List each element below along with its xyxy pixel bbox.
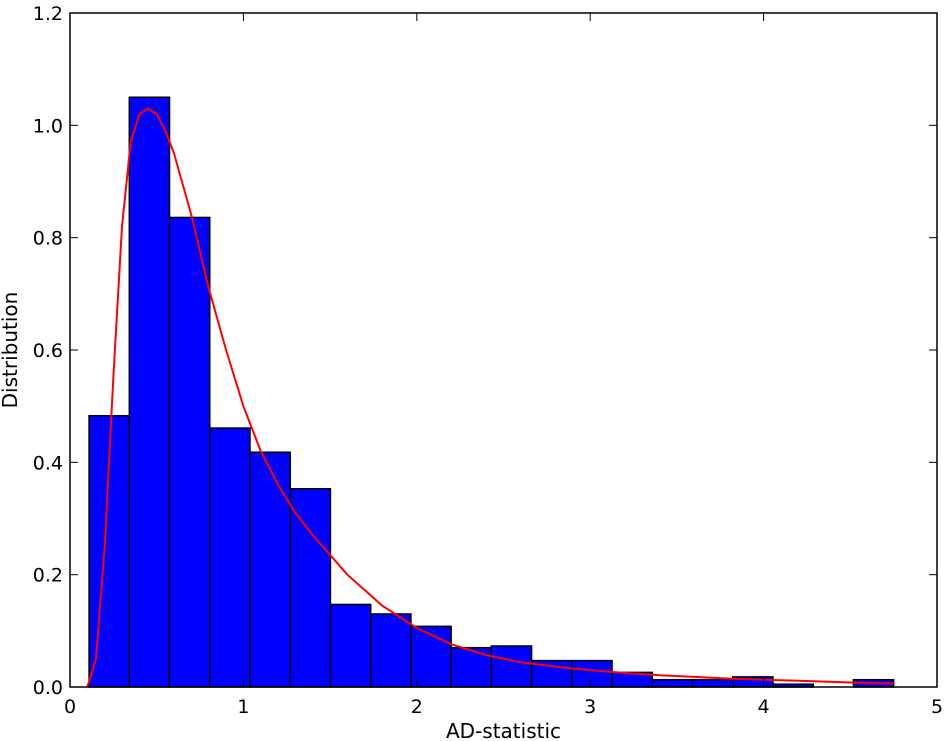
histogram-bar <box>571 659 613 688</box>
y-tick-label: 0.8 <box>33 228 63 250</box>
histogram-bar <box>249 451 291 688</box>
histogram-bar <box>289 487 332 688</box>
histogram-bar <box>450 646 493 688</box>
y-tick-label: 1.2 <box>33 3 63 25</box>
density-curve <box>86 107 894 688</box>
histogram-bar <box>490 645 533 688</box>
x-tick-label: 4 <box>758 696 770 718</box>
y-axis-label: Distribution <box>0 292 22 409</box>
x-axis-label: AD-statistic <box>446 719 561 741</box>
axis-ticks: 0 1 2 3 4 5 0.0 0.2 0.4 0.6 0.8 1.0 1.2 <box>33 3 943 718</box>
y-tick-label: 0.2 <box>33 565 63 587</box>
histogram-bar <box>168 216 211 688</box>
x-tick-label: 5 <box>931 696 943 718</box>
y-tick-label: 1.0 <box>33 115 63 137</box>
histogram-bar <box>691 678 734 688</box>
histogram-bar <box>128 96 171 688</box>
histogram-bar <box>410 625 452 688</box>
histogram-bar <box>329 603 372 688</box>
histogram-bar <box>369 613 412 688</box>
y-tick-label: 0.4 <box>33 452 63 474</box>
y-tick-label: 0.6 <box>33 340 63 362</box>
histogram-bar <box>651 678 694 688</box>
x-tick-label: 2 <box>411 696 423 718</box>
x-tick-label: 1 <box>237 696 249 718</box>
x-tick-label: 3 <box>584 696 596 718</box>
histogram-bars <box>88 96 895 688</box>
histogram-bar <box>209 427 251 688</box>
y-tick-label: 0.0 <box>33 677 63 699</box>
x-tick-label: 0 <box>64 696 76 718</box>
